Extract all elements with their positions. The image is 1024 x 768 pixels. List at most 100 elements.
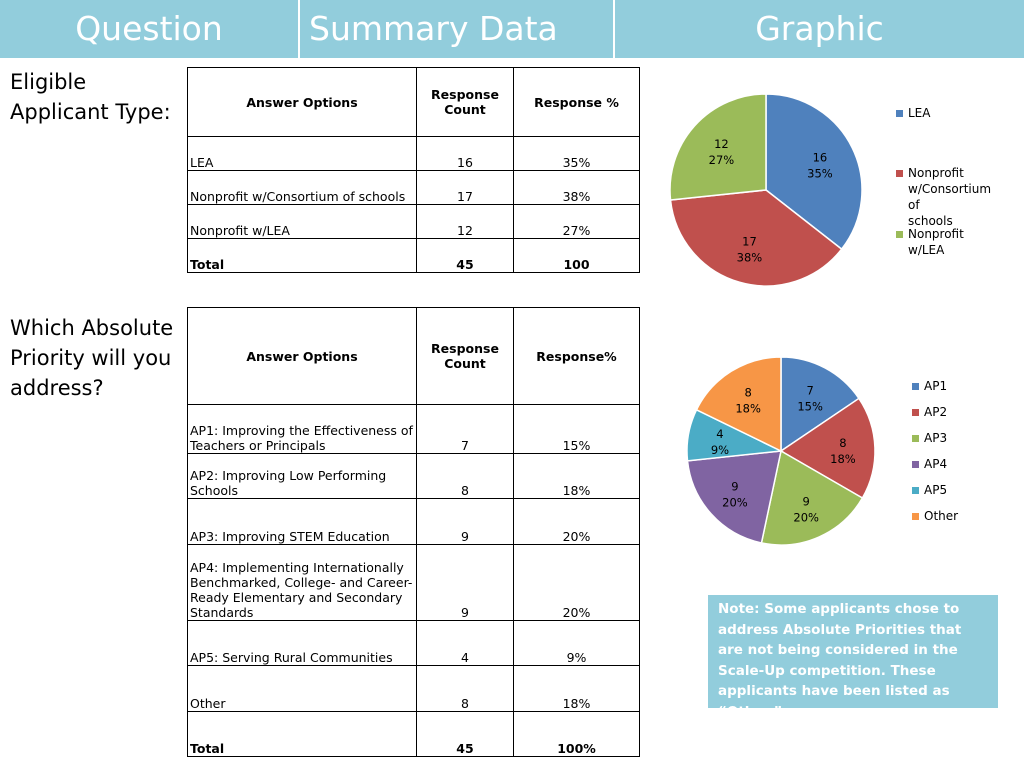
slice-percent-label: 38% — [737, 251, 763, 265]
table-row: AP2: Improving Low Performing Schools 8 … — [187, 453, 640, 499]
count-cell: 4 — [416, 620, 514, 666]
table-absolute-priority: Answer Options Response Count Response% … — [187, 307, 640, 757]
table-row: Nonprofit w/Consortium of schools 17 38% — [187, 170, 640, 205]
slice-percent-label: 15% — [797, 399, 823, 413]
pct-cell: 18% — [513, 453, 640, 499]
option-cell: LEA — [187, 136, 417, 171]
col-header-count: Response Count — [416, 307, 514, 405]
col-header-count: Response Count — [416, 67, 514, 137]
slice-value-label: 16 — [813, 151, 828, 165]
count-cell: 8 — [416, 453, 514, 499]
legend-label: AP5 — [924, 483, 948, 497]
count-cell: 17 — [416, 170, 514, 205]
slice-percent-label: 20% — [793, 511, 819, 525]
legend-label: AP4 — [924, 457, 948, 471]
pie-slice — [765, 93, 863, 251]
pie-slice — [695, 356, 782, 453]
slice-value-label: 8 — [744, 385, 751, 399]
legend-absolute-priority: AP1 AP2 AP3 AP4 AP5 Other — [912, 379, 1012, 533]
option-cell: Other — [187, 665, 417, 712]
header-band: Question Summary Data Graphic — [0, 0, 1024, 58]
pie-slice — [760, 449, 864, 546]
option-cell: AP2: Improving Low Performing Schools — [187, 453, 417, 499]
count-cell: 8 — [416, 665, 514, 712]
slice-value-label: 9 — [803, 495, 810, 509]
table-row: AP1: Improving the Effectiveness of Teac… — [187, 404, 640, 454]
legend-swatch — [896, 110, 903, 117]
table-row: AP5: Serving Rural Communities 4 9% — [187, 620, 640, 666]
pct-cell: 9% — [513, 620, 640, 666]
slice-percent-label: 9% — [711, 443, 729, 457]
total-pct: 100% — [513, 711, 640, 757]
count-cell: 9 — [416, 544, 514, 621]
total-count: 45 — [416, 711, 514, 757]
slice-value-label: 12 — [714, 137, 729, 151]
pie-slice — [669, 189, 843, 287]
table-total-row: Total 45 100% — [187, 711, 640, 757]
col-header-pct: Response % — [513, 67, 640, 137]
legend-swatch — [912, 435, 919, 442]
count-cell: 9 — [416, 498, 514, 545]
legend-label: LEA — [908, 106, 931, 120]
col-header-answer: Answer Options — [187, 67, 417, 137]
legend-label: Nonprofit w/LEA — [908, 227, 964, 257]
table-row: AP4: Implementing Internationally Benchm… — [187, 544, 640, 621]
table-row: AP3: Improving STEM Education 9 20% — [187, 498, 640, 545]
col-header-pct: Response% — [513, 307, 640, 405]
legend-swatch — [896, 170, 903, 177]
table-row: Nonprofit w/LEA 12 27% — [187, 204, 640, 239]
slice-percent-label: 18% — [735, 401, 761, 415]
legend-label: AP1 — [924, 379, 948, 393]
slice-value-label: 4 — [716, 427, 723, 441]
pie-chart-applicant-type: 16 35% 17 38% 12 27% — [669, 93, 863, 287]
pct-cell: 18% — [513, 665, 640, 712]
pie-slice — [669, 93, 767, 201]
pct-cell: 38% — [513, 170, 640, 205]
pie-slice — [780, 356, 860, 453]
pct-cell: 20% — [513, 544, 640, 621]
question-1: Eligible Applicant Type: — [10, 70, 171, 124]
pie-slice — [779, 397, 876, 500]
question-2: Which Absolute Priority will you address… — [10, 316, 174, 400]
total-pct: 100 — [513, 238, 640, 273]
table-row: LEA 16 35% — [187, 136, 640, 171]
pct-cell: 27% — [513, 204, 640, 239]
slice-percent-label: 20% — [722, 495, 748, 509]
header-question: Question — [0, 0, 298, 58]
col-header-answer: Answer Options — [187, 307, 417, 405]
option-cell: AP1: Improving the Effectiveness of Teac… — [187, 404, 417, 454]
count-cell: 7 — [416, 404, 514, 454]
legend-swatch — [912, 461, 919, 468]
legend-label: Other — [924, 509, 959, 523]
pct-cell: 20% — [513, 498, 640, 545]
pie-slice — [686, 450, 782, 544]
pct-cell: 15% — [513, 404, 640, 454]
total-label: Total — [187, 711, 417, 757]
slice-percent-label: 27% — [709, 153, 735, 167]
legend-swatch — [896, 231, 903, 238]
table-applicant-type: Answer Options Response Count Response %… — [187, 67, 640, 273]
legend-label: Nonprofit w/Consortium of schools — [908, 166, 992, 228]
total-count: 45 — [416, 238, 514, 273]
count-cell: 12 — [416, 204, 514, 239]
slice-value-label: 8 — [839, 436, 846, 450]
header-graphic: Graphic — [615, 0, 1024, 58]
legend-applicant-type: LEA Nonprofit w/Consortium of schools Nonp… — [896, 106, 1021, 257]
slice-percent-label: 18% — [830, 452, 856, 466]
legend-swatch — [912, 383, 919, 390]
note-box: Note: Some applicants chose to address A… — [708, 595, 998, 720]
legend-label: AP2 — [924, 405, 948, 419]
legend-swatch — [912, 409, 919, 416]
header-summary: Summary Data — [300, 0, 613, 58]
slice-percent-label: 35% — [807, 167, 833, 181]
slice-value-label: 7 — [806, 383, 813, 397]
option-cell: Nonprofit w/Consortium of schools — [187, 170, 417, 205]
legend-label: AP3 — [924, 431, 948, 445]
option-cell: AP3: Improving STEM Education — [187, 498, 417, 545]
slice-value-label: 9 — [731, 479, 738, 493]
slice-value-label: 17 — [742, 235, 757, 249]
option-cell: Nonprofit w/LEA — [187, 204, 417, 239]
table-row: Other 8 18% — [187, 665, 640, 712]
pie-chart-absolute-priority: 7 15% 8 18% 9 20% 9 20% 4 9% 8 18% — [686, 356, 876, 546]
legend-swatch — [912, 513, 919, 520]
